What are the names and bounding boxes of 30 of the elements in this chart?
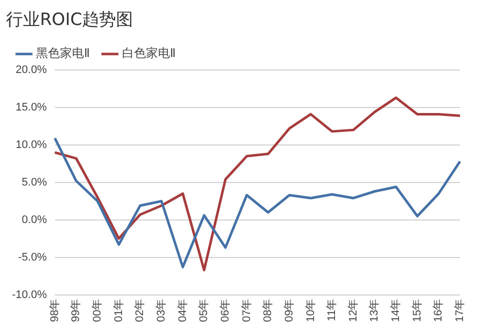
x-tick-label: 08年 xyxy=(262,298,274,322)
x-tick-label: 12年 xyxy=(347,298,360,322)
x-tick-label: 06年 xyxy=(219,298,232,322)
y-tick-label: 15.0% xyxy=(16,101,48,114)
x-tick-label: 09年 xyxy=(283,298,296,322)
y-tick-label: 10.0% xyxy=(16,138,48,151)
x-tick-label: 04年 xyxy=(176,298,189,322)
x-tick-label: 10年 xyxy=(304,298,317,322)
chart-title: 行业ROIC趋势图 xyxy=(6,9,134,31)
x-tick-label: 01年 xyxy=(112,298,125,322)
x-tick-label: 11年 xyxy=(326,298,338,322)
x-tick-label: 14年 xyxy=(390,298,402,322)
y-tick-label: 5.0% xyxy=(22,176,48,188)
x-tick-label: 16年 xyxy=(432,298,445,322)
x-tick-label: 98年 xyxy=(48,298,61,322)
x-tick-label: 03年 xyxy=(156,298,168,322)
legend-label: 白色家电Ⅱ xyxy=(122,46,176,60)
y-tick-label: -10.0% xyxy=(12,288,48,301)
x-tick-label: 15年 xyxy=(411,298,424,322)
y-tick-label: -5.0% xyxy=(18,251,48,264)
x-tick-label: 99年 xyxy=(70,298,82,322)
x-tick-label: 02年 xyxy=(134,298,146,322)
y-tick-label: 20.0% xyxy=(16,64,48,76)
y-tick-label: 0.0% xyxy=(22,214,48,226)
x-tick-label: 17年 xyxy=(454,298,466,322)
x-tick-label: 07年 xyxy=(240,298,253,322)
x-tick-label: 00年 xyxy=(92,298,104,322)
x-tick-label: 13年 xyxy=(368,298,381,322)
x-tick-label: 05年 xyxy=(198,298,210,322)
legend-label: 黑色家电Ⅱ xyxy=(36,46,90,60)
